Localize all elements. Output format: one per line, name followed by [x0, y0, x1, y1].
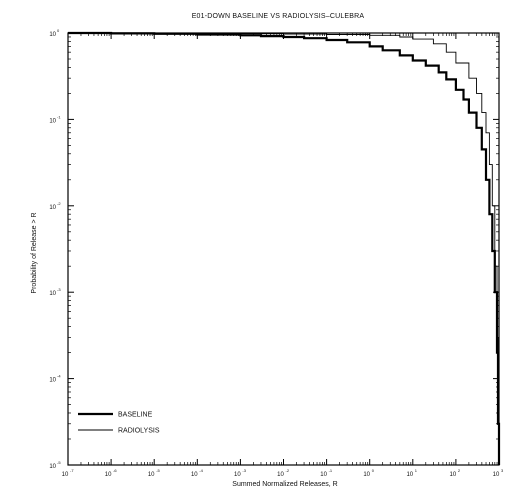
svg-text:10: 10: [49, 32, 56, 38]
svg-text:-3: -3: [57, 287, 61, 292]
svg-text:-5: -5: [156, 468, 160, 473]
x-tick-label: 10-4: [191, 468, 204, 478]
x-tick-label: 10-1: [320, 468, 333, 478]
svg-text:10: 10: [406, 472, 413, 478]
svg-text:10: 10: [49, 118, 56, 124]
y-tick-label: 10-1: [49, 114, 61, 124]
ticks: 10-710-610-510-410-310-210-1100101102103…: [49, 28, 504, 478]
svg-text:10: 10: [62, 472, 69, 478]
y-axis-label: Probability of Release > R: [31, 212, 38, 293]
svg-text:-1: -1: [329, 468, 333, 473]
series-lines: [68, 31, 501, 465]
svg-text:-2: -2: [286, 468, 290, 473]
svg-text:10: 10: [148, 472, 155, 478]
x-tick-label: 100: [363, 468, 374, 478]
svg-text:10: 10: [493, 472, 500, 478]
svg-text:-4: -4: [57, 374, 61, 379]
svg-text:10: 10: [49, 378, 56, 384]
series-line-baseline: [68, 31, 501, 465]
x-tick-label: 103: [493, 468, 504, 478]
legend-label: BASELINE: [118, 412, 153, 419]
svg-text:10: 10: [363, 472, 370, 478]
svg-text:-2: -2: [57, 201, 61, 206]
svg-text:3: 3: [501, 468, 504, 473]
svg-text:-4: -4: [199, 468, 203, 473]
y-tick-label: 10-2: [49, 201, 61, 211]
x-tick-label: 10-7: [62, 468, 75, 478]
x-tick-label: 10-5: [148, 468, 161, 478]
svg-text:2: 2: [458, 468, 461, 473]
x-tick-label: 101: [406, 468, 417, 478]
svg-text:-7: -7: [70, 468, 74, 473]
x-tick-label: 10-6: [105, 468, 118, 478]
svg-text:10: 10: [450, 472, 457, 478]
plot-frame: [67, 32, 500, 466]
legend-label: RADIOLYSIS: [118, 428, 160, 435]
svg-text:10: 10: [49, 205, 56, 211]
svg-text:0: 0: [372, 468, 375, 473]
x-tick-label: 102: [450, 468, 461, 478]
x-tick-label: 10-3: [234, 468, 247, 478]
series-line-radiolysis: [68, 32, 500, 465]
svg-text:1: 1: [415, 468, 418, 473]
legend: BASELINE RADIOLYSIS: [78, 412, 160, 435]
y-tick-label: 10-4: [49, 374, 61, 384]
svg-text:10: 10: [105, 472, 112, 478]
x-tick-label: 10-2: [277, 468, 290, 478]
y-tick-label: 10-5: [49, 460, 61, 470]
svg-text:10: 10: [320, 472, 327, 478]
chart-title: E01-DOWN BASELINE VS RADIOLYSIS–CULEBRA: [192, 13, 365, 20]
svg-text:10: 10: [49, 291, 56, 297]
svg-text:10: 10: [234, 472, 241, 478]
svg-text:-5: -5: [57, 460, 61, 465]
svg-text:10: 10: [277, 472, 284, 478]
svg-text:-6: -6: [113, 468, 117, 473]
svg-text:0: 0: [57, 28, 60, 33]
x-axis-label: Summed Normalized Releases, R: [232, 481, 337, 488]
y-tick-label: 10-3: [49, 287, 61, 297]
y-tick-label: 100: [49, 28, 60, 38]
svg-text:10: 10: [49, 464, 56, 470]
svg-text:10: 10: [191, 472, 198, 478]
svg-text:-1: -1: [57, 114, 61, 119]
svg-text:-3: -3: [242, 468, 246, 473]
